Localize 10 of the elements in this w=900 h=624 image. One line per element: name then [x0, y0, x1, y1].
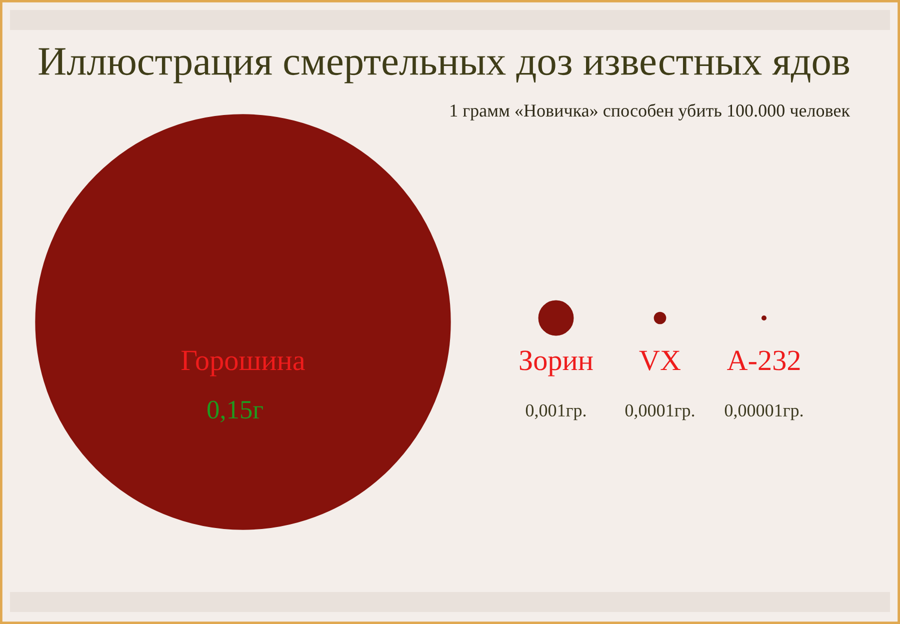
- data-label: 0,001гр.: [526, 404, 586, 420]
- data-label: 0,0001гр.: [625, 404, 694, 420]
- data-label: 0,00001гр.: [724, 404, 803, 420]
- category-label: Зорин: [520, 350, 593, 376]
- data-label: 0,15г: [208, 400, 263, 422]
- text: Иллюстрация смертельных доз известных ядов: [38, 48, 850, 84]
- category-label: A-232: [727, 350, 800, 370]
- text: 1 грамм «Новичка» способен убить 100.000 человек: [450, 104, 850, 120]
- category-label: VX: [639, 350, 681, 370]
- category-label: Горошина: [181, 350, 305, 376]
